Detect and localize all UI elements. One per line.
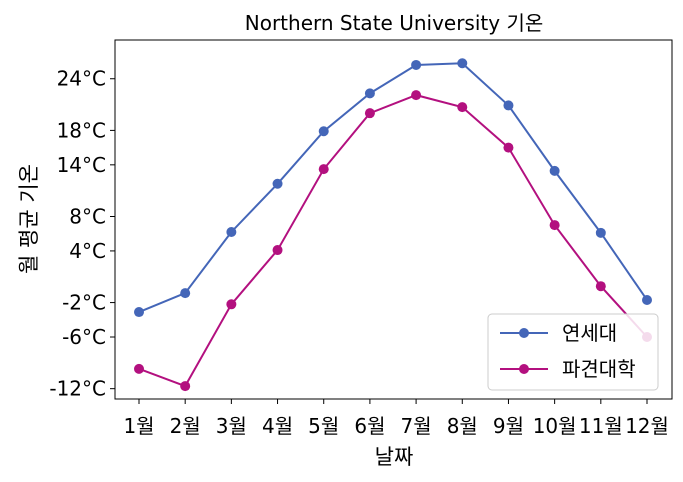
legend-marker-series-2 [519, 364, 529, 374]
data-point [457, 102, 468, 113]
data-point [272, 178, 283, 189]
data-point [411, 90, 422, 101]
data-point [180, 288, 191, 299]
data-point [318, 164, 329, 175]
x-axis: 1월 2월 3월 4월 5월 6월 7월 8월 9월 10월 11월 12월 [123, 399, 669, 438]
x-tick-label: 1월 [123, 414, 154, 438]
x-tick-label: 5월 [308, 414, 339, 438]
y-tick-label: 4°C [69, 239, 106, 263]
data-point [642, 294, 652, 305]
data-point [364, 88, 375, 99]
chart-title: Northern State University 기온 [245, 11, 544, 35]
y-tick-label: -2°C [62, 291, 106, 315]
x-tick-label: 3월 [216, 414, 247, 438]
x-tick-label: 12월 [625, 414, 669, 438]
data-point [457, 58, 468, 69]
x-tick-label: 6월 [354, 414, 385, 438]
x-tick-label: 10월 [533, 414, 577, 438]
series-line-1 [138, 62, 648, 313]
y-tick-label: 24°C [57, 67, 106, 91]
y-axis: -12°C -6°C -2°C 4°C 8°C 14°C 18°C 24°C [49, 67, 115, 401]
y-axis-label: 월 평균 기온 [17, 164, 41, 274]
data-point [226, 299, 237, 310]
data-point [272, 245, 283, 256]
data-point [549, 165, 560, 176]
y-tick-label: 8°C [69, 204, 106, 228]
legend-label-series-2: 파견대학 [562, 357, 636, 381]
legend: 연세대 파견대학 [487, 313, 659, 391]
y-tick-label: 18°C [57, 118, 106, 142]
y-tick-label: -12°C [49, 377, 106, 401]
x-tick-label: 8월 [447, 414, 478, 438]
data-point [364, 108, 375, 119]
x-tick-label: 4월 [262, 414, 293, 438]
data-point [595, 281, 606, 292]
series-lines [134, 58, 652, 392]
data-point [134, 363, 144, 374]
data-point [503, 142, 514, 153]
data-point [180, 381, 191, 392]
data-point [318, 126, 329, 137]
x-tick-label: 11월 [579, 414, 623, 438]
legend-label-series-1: 연세대 [562, 321, 617, 345]
series-line-2 [138, 94, 648, 388]
data-point [595, 227, 606, 238]
x-tick-label: 9월 [493, 414, 524, 438]
data-point [503, 100, 514, 111]
y-tick-label: -6°C [62, 325, 106, 349]
legend-marker-series-1 [519, 328, 529, 338]
plot-frame [114, 39, 673, 400]
y-tick-label: 14°C [57, 153, 106, 177]
data-point [134, 307, 144, 318]
x-tick-label: 2월 [170, 414, 201, 438]
data-point [226, 226, 237, 237]
x-tick-label: 7월 [401, 414, 432, 438]
data-point [411, 59, 422, 70]
x-axis-label: 날짜 [375, 445, 414, 469]
data-point [549, 220, 560, 231]
